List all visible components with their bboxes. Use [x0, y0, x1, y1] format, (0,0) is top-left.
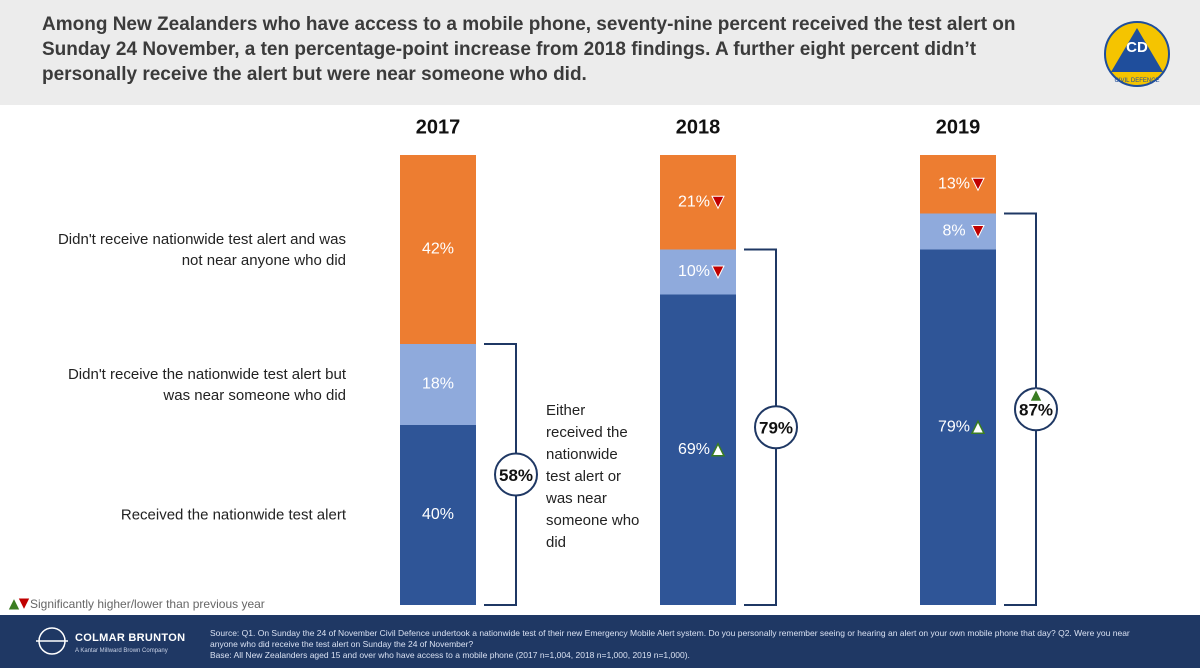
legend-down-marker [17, 597, 31, 612]
value-label: 10% [678, 263, 710, 280]
logo-name: CIVIL DEFENCE [1114, 78, 1159, 84]
significance-marker [710, 442, 726, 457]
bracket-label: Either received the nationwide test aler… [546, 402, 640, 551]
total-label: 79% [759, 419, 793, 438]
bar-segment [920, 155, 996, 214]
series-label: Didn't receive nationwide test alert and… [57, 230, 346, 269]
source-note: Source: Q1. On Sunday the 24 of November… [210, 628, 1150, 661]
value-label: 42% [422, 241, 454, 258]
significance-marker [711, 265, 725, 280]
significance-marker [970, 419, 986, 434]
value-label: 69% [678, 441, 710, 458]
base-text: Base: All New Zealanders aged 15 and ove… [210, 650, 690, 660]
colmar-logo [36, 627, 68, 655]
total-label: 87% [1019, 401, 1053, 420]
company-name: COLMAR BRUNTON [75, 632, 186, 644]
bar-segment [920, 213, 996, 250]
company-tagline: A Kantar Millward Brown Company [75, 648, 168, 654]
legend-up-marker [7, 596, 21, 611]
bar-segment [660, 155, 736, 250]
source-text: Source: Q1. On Sunday the 24 of November… [210, 628, 1130, 649]
bar-segment [400, 425, 476, 605]
bar-segment [400, 155, 476, 344]
category-label: 2019 [936, 116, 981, 138]
value-label: 8% [942, 223, 965, 240]
total-significance-marker [1029, 388, 1043, 402]
total-circle [754, 405, 798, 450]
value-label: 18% [422, 376, 454, 393]
bar-segment [660, 249, 736, 295]
total-circle [494, 452, 538, 497]
significance-marker [711, 195, 725, 210]
significance-marker [971, 177, 985, 192]
category-label: 2017 [416, 116, 461, 138]
value-label: 40% [422, 506, 454, 523]
value-label: 79% [938, 418, 970, 435]
series-label: Received the nationwide test alert [120, 506, 346, 524]
category-label: 2018 [676, 116, 721, 138]
significance-legend: Significantly higher/lower than previous… [30, 597, 265, 611]
significance-marker [971, 225, 985, 239]
series-label: Didn't receive the nationwide test alert… [67, 365, 346, 404]
civil-defence-logo: CD CIVIL DEFENCE [1104, 21, 1170, 87]
logo-initials: CD [1126, 39, 1148, 56]
bar-segment [660, 294, 736, 605]
header-band [0, 0, 1200, 105]
total-label: 58% [499, 466, 533, 485]
bar-segment [920, 249, 996, 605]
logo-triangle [1111, 28, 1163, 72]
value-label: 21% [678, 193, 710, 210]
value-label: 13% [938, 175, 970, 192]
bar-segment [400, 344, 476, 425]
footer-band [0, 615, 1200, 668]
slide-title: Among New Zealanders who have access to … [42, 14, 1016, 85]
